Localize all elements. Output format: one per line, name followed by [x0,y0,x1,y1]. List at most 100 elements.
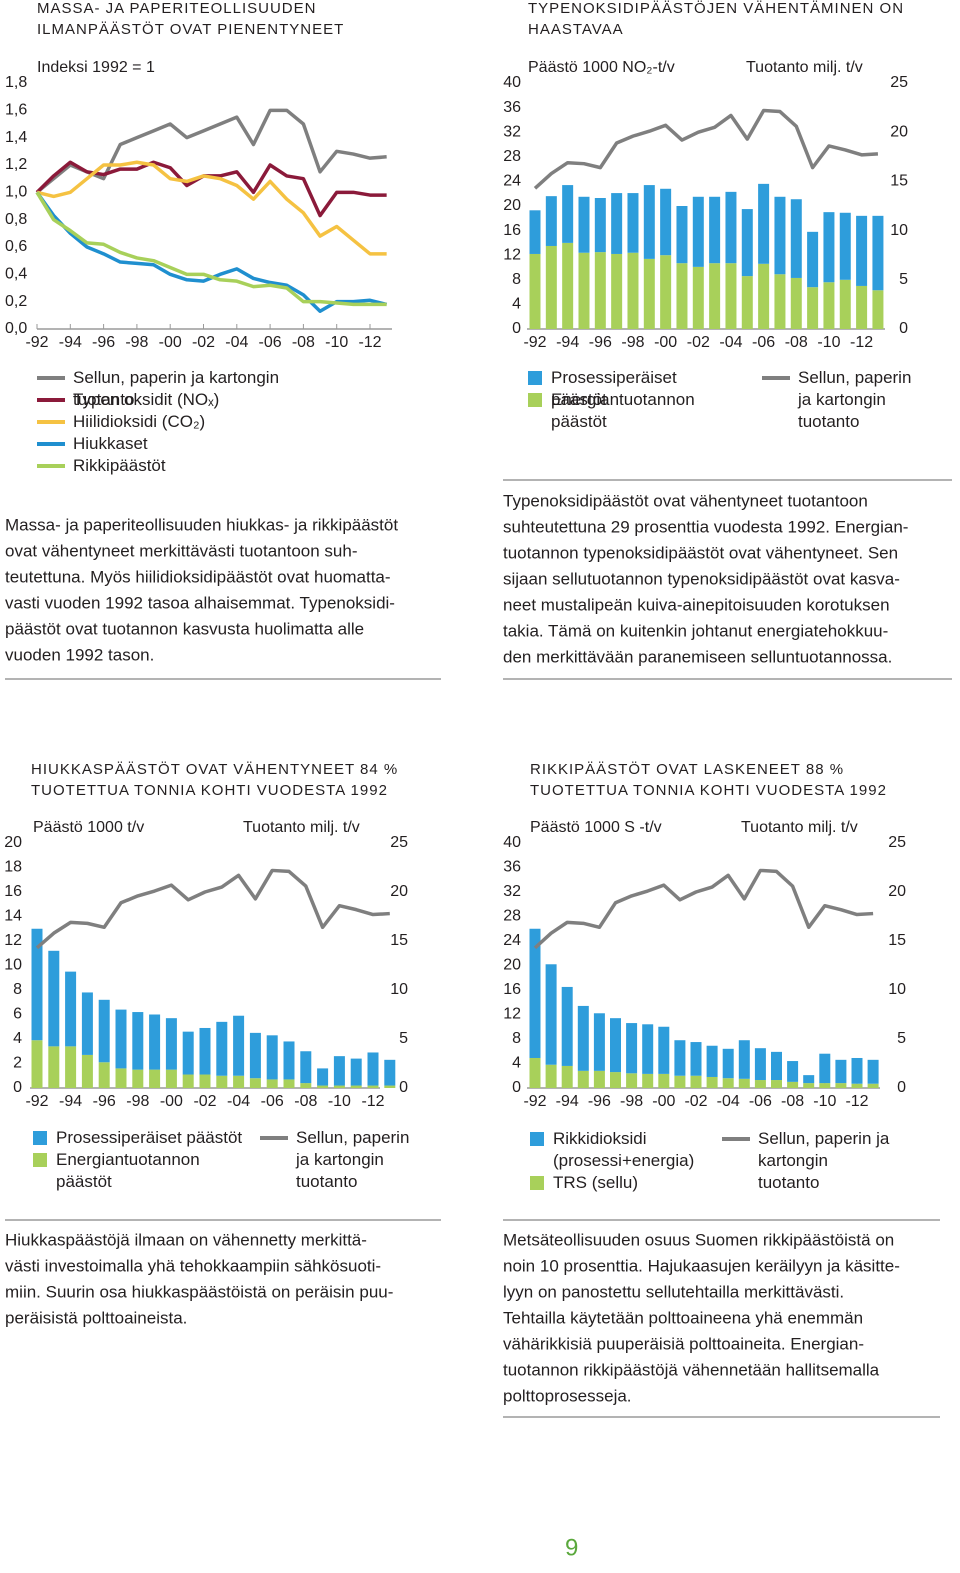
x-tick-label: -10 [328,1093,351,1110]
bar-segment [562,242,574,329]
y-tick-label: 40 [503,74,521,91]
legend-label: Prosessiperäiset päästöt [56,1128,243,1147]
legend-item: Rikkipäästöt [37,455,337,477]
y2-axis-label: Tuotanto milj. t/v [746,59,863,76]
bar-segment [787,1061,799,1082]
bar-segment [266,1035,278,1080]
bar-segment [835,1083,847,1088]
y-axis-label: Päästö 1000 NO₂-t/v [528,59,675,76]
bar-segment [545,1064,557,1088]
legend-swatch [530,1176,544,1190]
legend-swatch [37,464,65,468]
bar-segment [610,1072,621,1088]
bar-segment [384,1085,396,1088]
bar-segment [65,971,77,1047]
x-tick-label: -08 [785,334,808,351]
bar-segment [851,1083,863,1088]
y-tick-label: 24 [503,173,521,190]
description-line: Tehtailla käytetään polttoaineena yhä en… [503,1308,863,1327]
legend-label: Sellun, paperin ja kartongin tuotanto [73,368,280,409]
bar-segment [529,1057,541,1088]
bar-segment [823,282,835,329]
chart-title: HAASTAVAA [528,21,624,38]
bar-segment [199,1027,211,1075]
y-tick-label: 1,0 [5,184,27,201]
y-tick-label: 10 [4,957,22,974]
bar-segment [367,1085,379,1088]
chart-title: TUOTETTUA TONNIA KOHTI VUODESTA 1992 [31,782,388,799]
x-tick-label: -92 [25,1093,48,1110]
legend-label: Sellun, paperin ja kartongin tuotanto [798,368,912,431]
x-tick-label: -02 [193,1093,216,1110]
legend-label: Sellun, paperin ja kartongin tuotanto [758,1129,890,1192]
bar-segment [771,1051,782,1081]
bar-segment [31,1040,43,1088]
bar-segment [709,263,721,329]
bar-segment [819,1083,831,1088]
legend-item: Prosessiperäiset päästöt [528,367,728,411]
y-tick-label: 1,8 [5,74,27,91]
bar-segment [578,196,590,253]
y2-tick-label: 25 [890,74,908,91]
legend-item: Hiilidioksidi (CO₂) [37,411,337,433]
bar-segment [709,196,721,264]
bar-segment [81,992,93,1055]
bar-segment [283,1079,295,1088]
x-tick-label: -98 [126,1093,149,1110]
legend-item: Sellun, paperin ja kartongin tuotanto [37,367,337,411]
x-tick-label: -02 [192,334,215,351]
bar-segment [690,1042,702,1076]
bar-segment [317,1068,329,1086]
series-line [35,108,387,194]
bar-segment [182,1031,194,1075]
bar-segment [115,1009,127,1069]
bar-segment [545,245,557,329]
bar-segment [872,215,884,291]
bar-segment [851,1057,863,1084]
bar-segment [660,188,672,256]
y2-tick-label: 5 [897,1030,906,1047]
x-tick-label: -98 [621,334,644,351]
bar-segment [610,1018,621,1073]
bar-segment [132,1012,144,1070]
legend-item: Prosessiperäiset päästöt [33,1127,243,1149]
bar-segment [300,1051,312,1084]
y-tick-label: 8 [13,981,22,998]
legend-item: Hiukkaset [37,433,337,455]
bar-segment [266,1079,278,1088]
bar-segment [692,196,704,267]
y2-tick-label: 10 [390,981,408,998]
legend-swatch [528,393,542,407]
legend-label: Energiantuotannon päästöt [551,390,695,431]
chart-title: MASSA- JA PAPERITEOLLISUUDEN [37,0,316,17]
bar-segment [611,253,623,329]
bar-segment [856,215,868,286]
bar-segment [626,1073,638,1088]
y-tick-label: 16 [4,883,22,900]
x-tick-label: -94 [59,334,82,351]
page-number: 9 [565,1534,578,1561]
description-line: sijaan sellutuotannon typenoksidipäästöt… [503,569,900,588]
legend-swatch [528,371,542,385]
legend-item: Sellun, paperin ja kartongin tuotanto [722,1128,892,1194]
bar-segment [758,183,770,264]
y-tick-label: 32 [503,883,521,900]
x-tick-label: -08 [292,334,315,351]
x-tick-label: -92 [25,334,48,351]
bar-segment [627,193,639,253]
y2-tick-label: 15 [888,932,906,949]
legend-item: Energiantuotannon päästöt [33,1149,213,1193]
y2-tick-label: 25 [888,834,906,851]
bar-segment [754,1048,766,1081]
description-line: Massa- ja paperiteollisuuden hiukkas- ja… [5,515,398,534]
bar-segment [642,1024,654,1074]
y-axis-label: Indeksi 1992 = 1 [37,59,155,76]
y-tick-label: 1,2 [5,156,27,173]
y2-tick-label: 20 [888,883,906,900]
y2-tick-label: 25 [390,834,408,851]
legend-label: Prosessiperäiset päästöt [551,368,677,409]
y2-axis-label: Tuotanto milj. t/v [741,819,858,836]
y-tick-label: 16 [503,222,521,239]
y2-tick-label: 0 [399,1079,408,1096]
y-tick-label: 8 [512,1030,521,1047]
